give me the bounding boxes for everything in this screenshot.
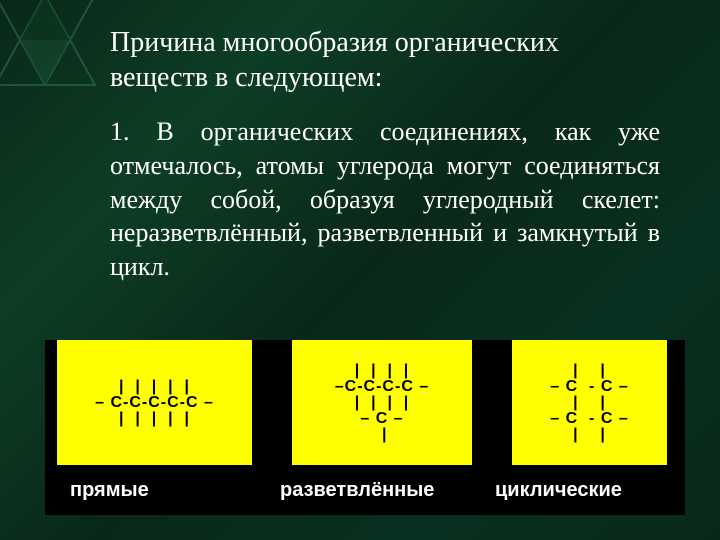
chain-line: | |	[557, 395, 622, 411]
linear-label: прямые	[70, 479, 250, 502]
structure-row: | | | | | – C-C-C-C-C – | | | | | | | | …	[45, 340, 685, 465]
chain-line: | |	[557, 363, 622, 379]
linear-structure: | | | | | – C-C-C-C-C – | | | | |	[57, 340, 252, 465]
chain-line: –C-C-C-C –	[335, 379, 429, 395]
slide-paragraph: 1. В органических соединениях, как уже о…	[110, 115, 660, 284]
chain-line: | | | | |	[108, 411, 201, 427]
branched-label: разветвлённые	[280, 479, 490, 502]
labels-row: прямые разветвлённые циклические	[45, 465, 685, 515]
slide-title: Причина многообразия органических вещест…	[110, 25, 660, 95]
chain-line: – C-C-C-C-C –	[95, 395, 214, 411]
chain-line: | | | | |	[108, 379, 201, 395]
chain-line: | | | |	[344, 395, 420, 411]
chain-line: | |	[557, 427, 622, 443]
chain-line: | | | |	[344, 363, 420, 379]
chain-line: – С –	[339, 411, 426, 427]
chain-line: – C - C –	[545, 379, 634, 395]
triangle-decoration	[0, 0, 110, 110]
branched-structure: | | | | –C-C-C-C – | | | | – С – |	[292, 340, 472, 465]
cyclic-label: циклические	[495, 479, 622, 502]
structures-diagram: | | | | | – C-C-C-C-C – | | | | | | | | …	[45, 340, 685, 515]
chain-line: |	[344, 427, 420, 443]
chain-line: – C - C –	[545, 411, 634, 427]
cyclic-structure: | | – C - C – | | – C - C – | |	[512, 340, 667, 465]
